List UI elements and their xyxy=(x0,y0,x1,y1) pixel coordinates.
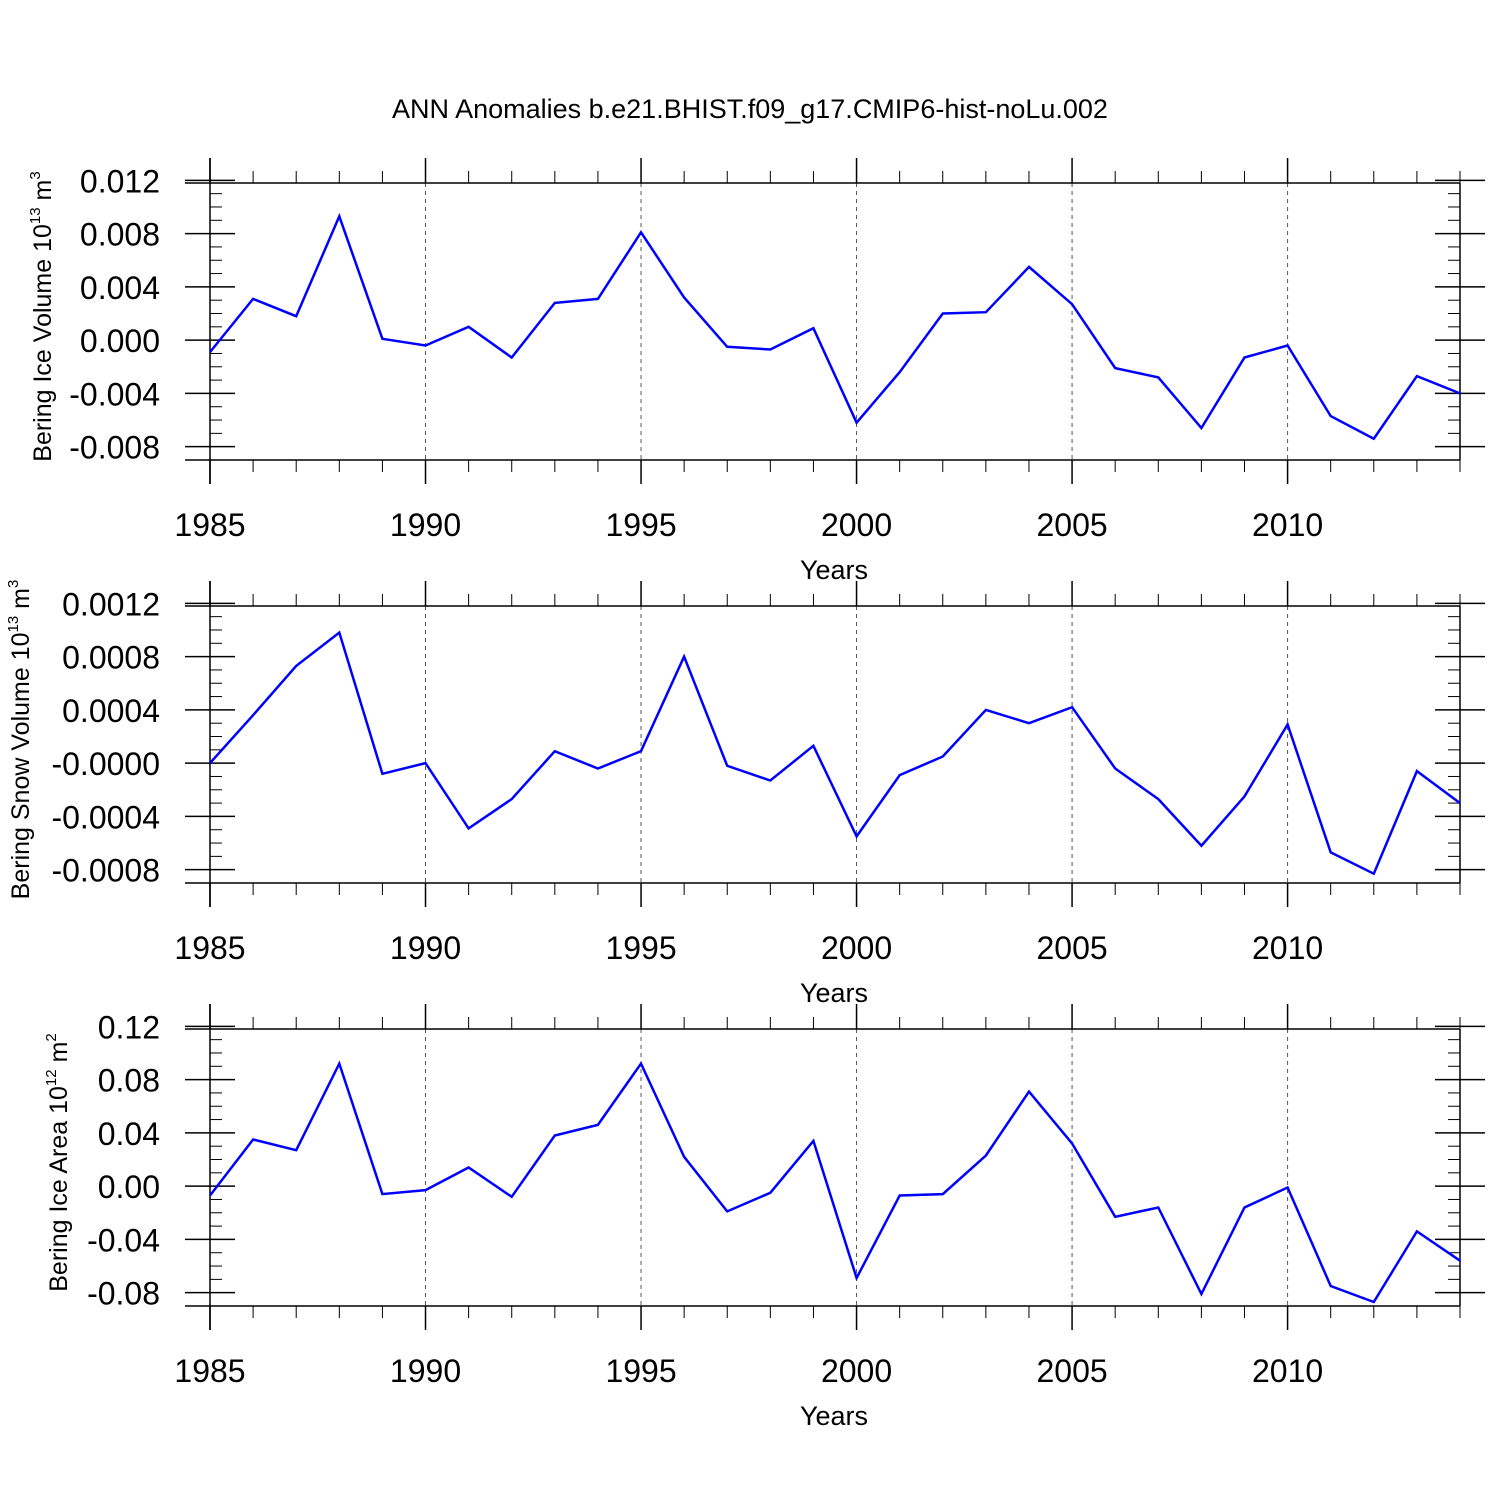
x-tick-label: 1995 xyxy=(605,1353,676,1389)
x-axis-title: Years xyxy=(800,978,868,1008)
series-line xyxy=(209,212,1461,441)
x-tick-label: 1995 xyxy=(605,930,676,966)
x-tick-label: 2000 xyxy=(821,1353,892,1389)
x-tick-label: 1985 xyxy=(174,930,245,966)
panel-1: 1985 1990 1995 2000 2005 2010 -0.008 -0.004 0.00… xyxy=(27,158,1485,585)
y-tick-label: 0.0012 xyxy=(62,586,160,622)
x-tick-label: 1990 xyxy=(390,507,461,543)
y-tick-label: 0.08 xyxy=(98,1063,160,1099)
x-axis-title: Years xyxy=(800,1401,868,1431)
y-tick-label: 0.0004 xyxy=(62,693,160,729)
y-tick-label: 0.004 xyxy=(80,270,160,306)
x-tick-label: 1995 xyxy=(605,507,676,543)
y-tick-label: -0.08 xyxy=(87,1276,160,1312)
x-tick-label: 2010 xyxy=(1252,1353,1323,1389)
x-tick-label: 1990 xyxy=(390,1353,461,1389)
x-tick-label: 1985 xyxy=(174,1353,245,1389)
figure-title: ANN Anomalies b.e21.BHIST.f09_g17.CMIP6-… xyxy=(392,94,1108,124)
x-tick-label: 2000 xyxy=(821,507,892,543)
x-tick-label: 2005 xyxy=(1036,1353,1107,1389)
y-tick-label: -0.04 xyxy=(87,1222,160,1258)
y-axis-title: Bering Ice Volume 1013 m3 xyxy=(27,171,57,461)
panels: 1985 1990 1995 2000 2005 2010 -0.008 -0.004 0.00… xyxy=(5,158,1485,1431)
y-tick-label: -0.0004 xyxy=(51,799,160,835)
x-tick-label: 1985 xyxy=(174,507,245,543)
panel-3: 1985 1990 1995 2000 2005 2010 -0.08 -0.04 0.00 0.… xyxy=(43,1004,1485,1431)
y-tick-label: 0.012 xyxy=(80,163,160,199)
x-tick-label: 2000 xyxy=(821,930,892,966)
y-axis-title: Bering Snow Volume 1013 m3 xyxy=(5,580,35,900)
panel-2: 1985 1990 1995 2000 2005 2010 -0.0008 -0.0004 -0… xyxy=(5,580,1485,1008)
x-tick-label: 2010 xyxy=(1252,930,1323,966)
x-tick-label: 1990 xyxy=(390,930,461,966)
y-tick-label: -0.0000 xyxy=(51,746,160,782)
x-tick-label: 2010 xyxy=(1252,507,1323,543)
series-line xyxy=(209,1060,1461,1304)
x-tick-label: 2005 xyxy=(1036,507,1107,543)
series-line xyxy=(209,630,1461,876)
y-tick-label: 0.0008 xyxy=(62,640,160,676)
x-axis-title: Years xyxy=(800,555,868,585)
y-tick-label: 0.008 xyxy=(80,217,160,253)
y-tick-label: 0.12 xyxy=(98,1009,160,1045)
y-tick-label: -0.0008 xyxy=(51,853,160,889)
y-tick-label: -0.004 xyxy=(69,376,160,412)
y-tick-label: -0.008 xyxy=(69,430,160,466)
y-tick-label: 0.000 xyxy=(80,323,160,359)
y-axis-title: Bering Ice Area 1012 m2 xyxy=(43,1033,73,1292)
x-tick-label: 2005 xyxy=(1036,930,1107,966)
y-tick-label: 0.00 xyxy=(98,1169,160,1205)
y-tick-label: 0.04 xyxy=(98,1116,160,1152)
